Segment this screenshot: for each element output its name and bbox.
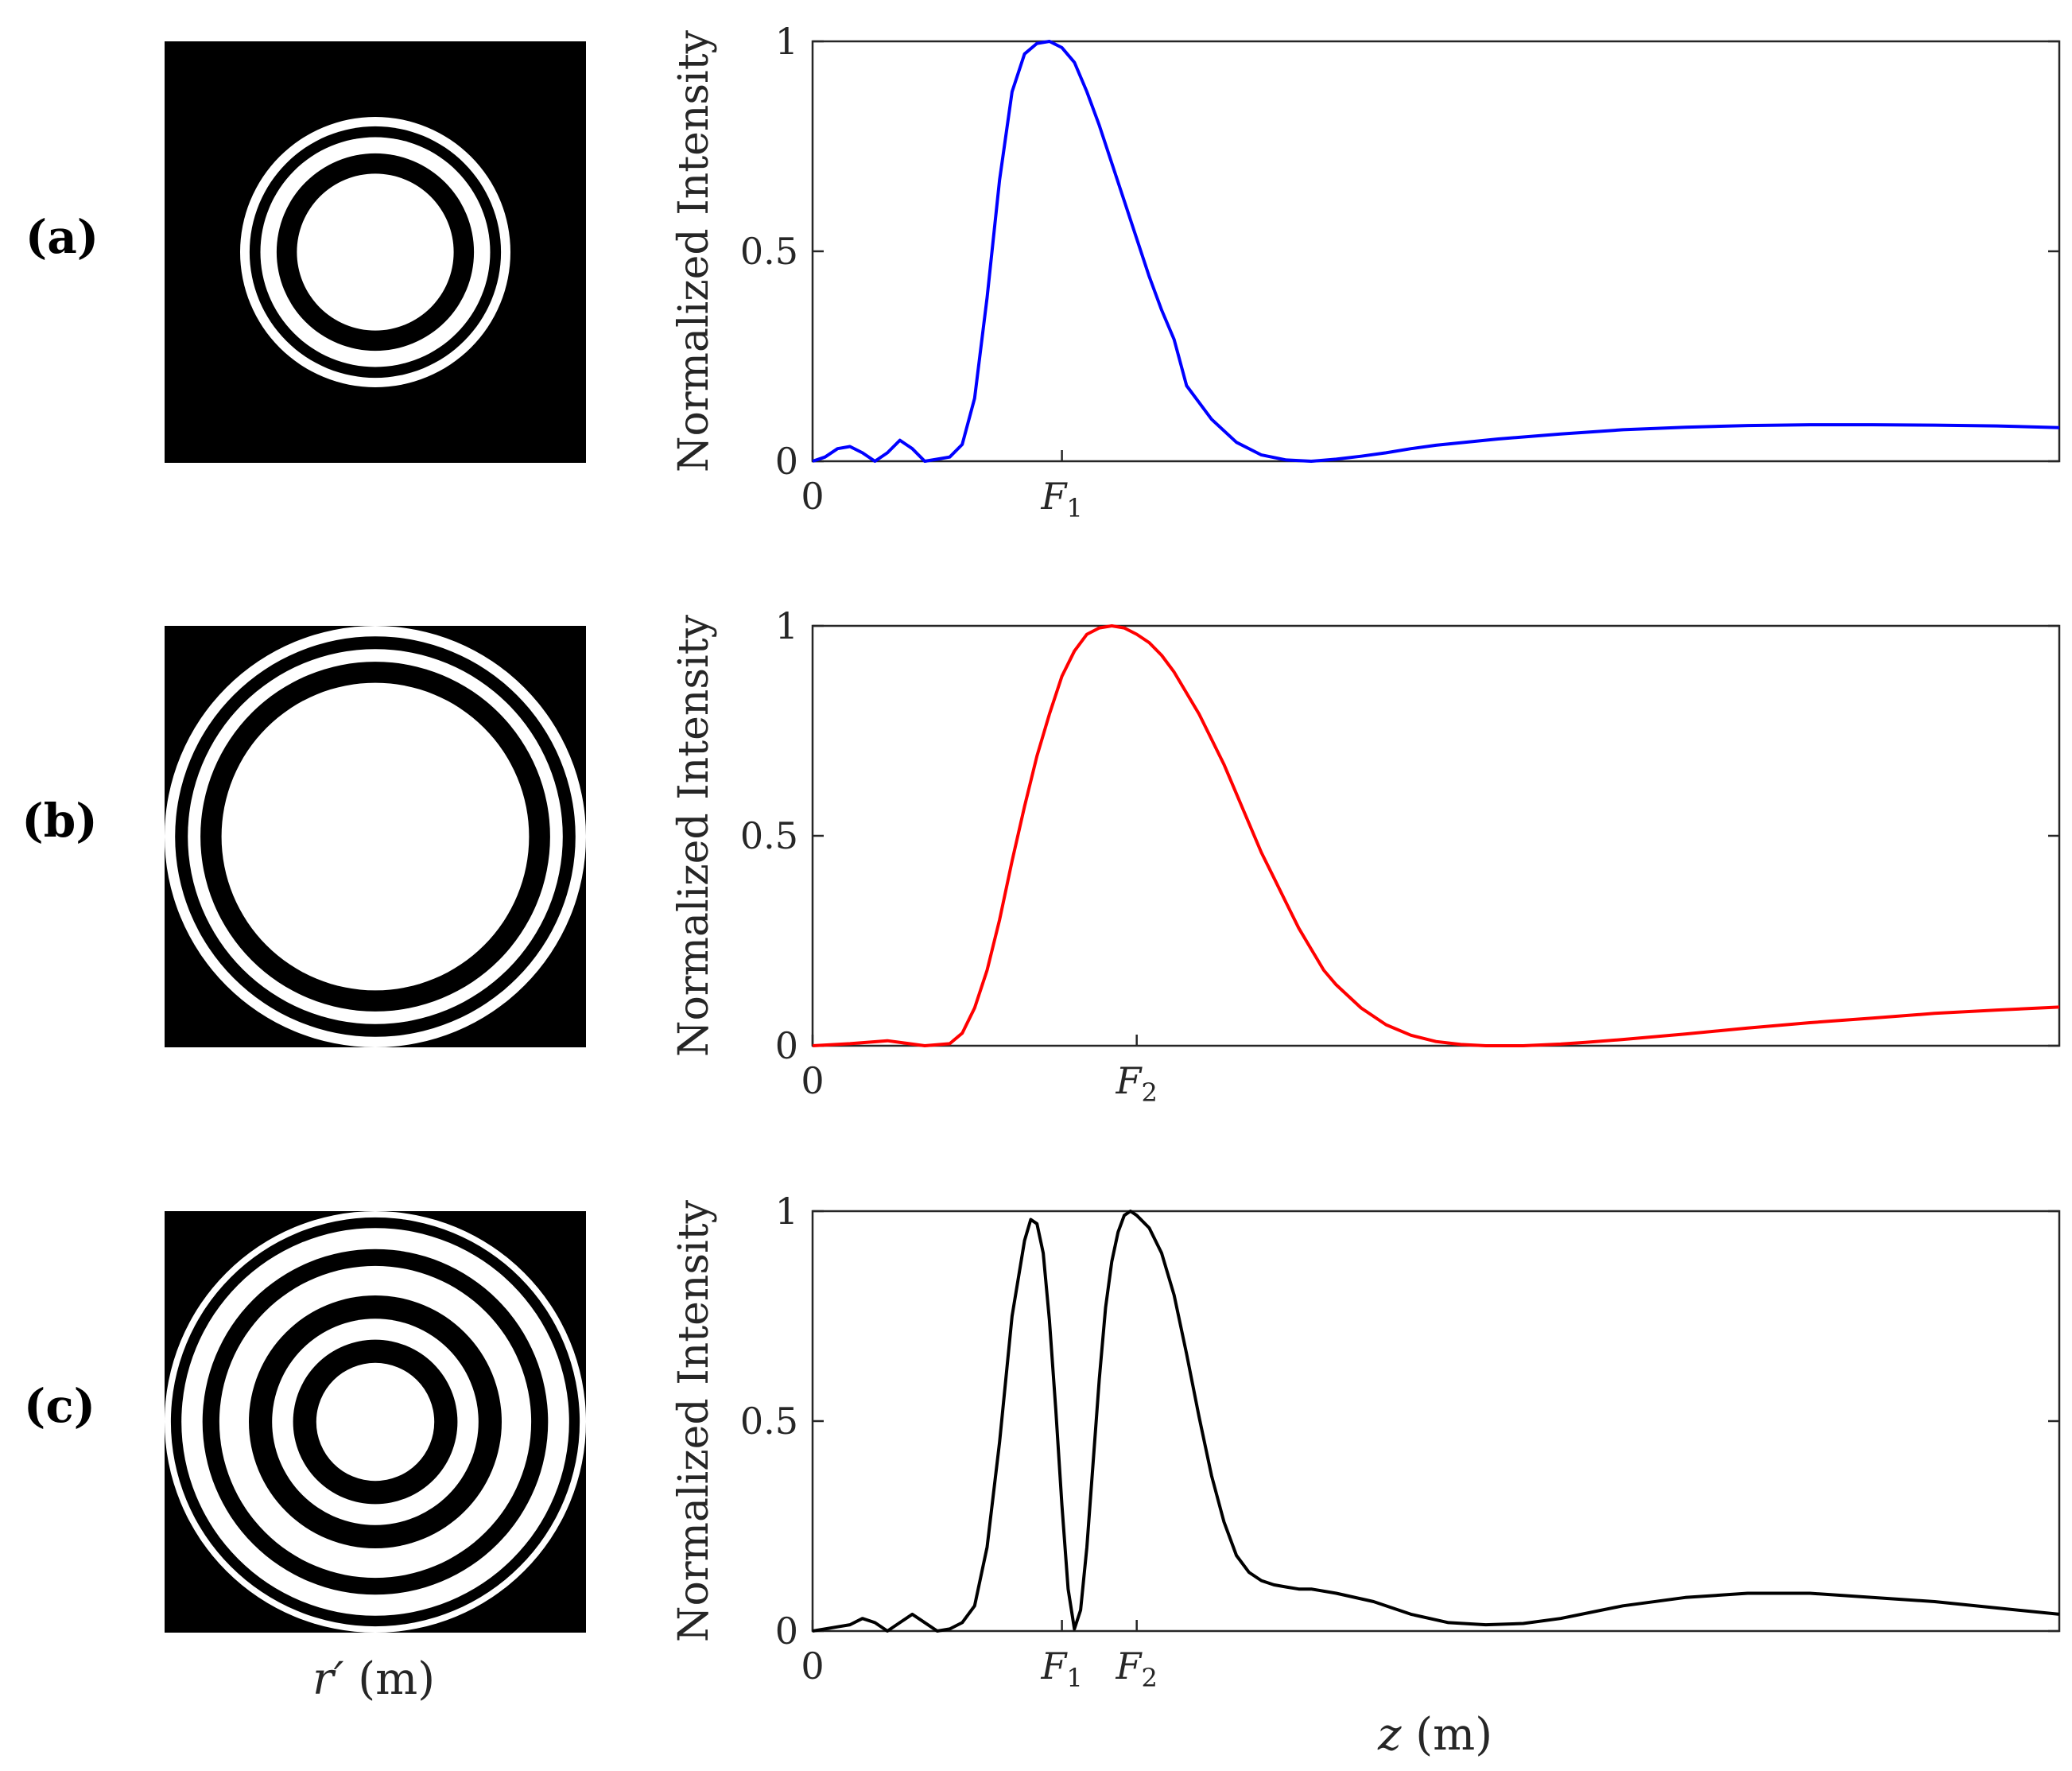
plate-a-ring-4: [297, 173, 454, 331]
zone-plate-c: [165, 1211, 586, 1633]
chart-a-ytick-label-1: 0.5: [740, 230, 798, 273]
chart-b: 00.51 0 F2 Normalized Intensity: [670, 604, 2061, 1108]
chart-c-yticks: 00.51: [740, 1190, 2059, 1653]
chart-a-xticks: 0 F1: [801, 450, 1083, 523]
chart-b-yticks: 00.51: [740, 604, 2059, 1067]
chart-b-ytick-label-1: 0.5: [740, 814, 798, 857]
chart-a: 00.51 0 F1 Normalized Intensity: [670, 20, 2061, 523]
chart-c-ytick-label-1: 0.5: [740, 1400, 798, 1443]
chart-a-xtick-label-0: 0: [801, 475, 824, 518]
zone-plate-a-rings: [240, 117, 510, 387]
chart-b-xtick-label-1: F2: [1116, 1059, 1158, 1108]
chart-c: 00.51 0 F1 F2 Normalized Intensity: [670, 1190, 2061, 1693]
chart-a-axes-box: [811, 40, 2061, 463]
chart-c-series-line: [812, 1210, 2060, 1633]
panel-label-a: (a): [25, 210, 99, 264]
plate-b-ring-4: [221, 682, 530, 991]
chart-b-xtick-label-0: 0: [801, 1059, 824, 1102]
chart-a-series-line: [812, 40, 2060, 463]
chart-c-ytick-label-2: 1: [775, 1190, 798, 1233]
chart-c-xtick-label-2: F2: [1116, 1645, 1158, 1693]
chart-c-ylabel: Normalized Intensity: [670, 1199, 718, 1642]
chart-c-xtick-label-1: F1: [1040, 1645, 1082, 1693]
chart-b-axes-box: [811, 624, 2061, 1047]
chart-a-yticks: 00.51: [740, 20, 2059, 483]
zone-plate-xlabel: r′ (m): [312, 1653, 435, 1705]
chart-c-axes-box: [811, 1210, 2061, 1633]
chart-c-ytick-label-0: 0: [775, 1610, 798, 1653]
chart-a-ytick-label-2: 1: [775, 20, 798, 63]
chart-b-series-line: [812, 624, 2060, 1047]
chart-a-ytick-label-0: 0: [775, 440, 798, 483]
chart-a-ylabel: Normalized Intensity: [670, 29, 718, 472]
panel-label-b: (b): [21, 794, 97, 848]
chart-c-xticks: 0 F1 F2: [801, 1620, 1158, 1693]
zone-plate-a: [165, 41, 586, 463]
shared-xlabel: z (m): [1377, 1709, 1492, 1761]
zone-plate-c-rings: [165, 1211, 586, 1633]
chart-a-xtick-label-1: F1: [1040, 475, 1082, 523]
zone-plate-b: [165, 626, 586, 1047]
plate-c-ring-8: [316, 1362, 435, 1482]
chart-b-ylabel: Normalized Intensity: [670, 614, 718, 1057]
chart-b-ytick-label-0: 0: [775, 1024, 798, 1067]
chart-c-xtick-label-0: 0: [801, 1645, 824, 1687]
panel-label-c: (c): [24, 1379, 95, 1433]
chart-b-ytick-label-2: 1: [775, 604, 798, 647]
zone-plate-b-rings: [165, 626, 586, 1047]
